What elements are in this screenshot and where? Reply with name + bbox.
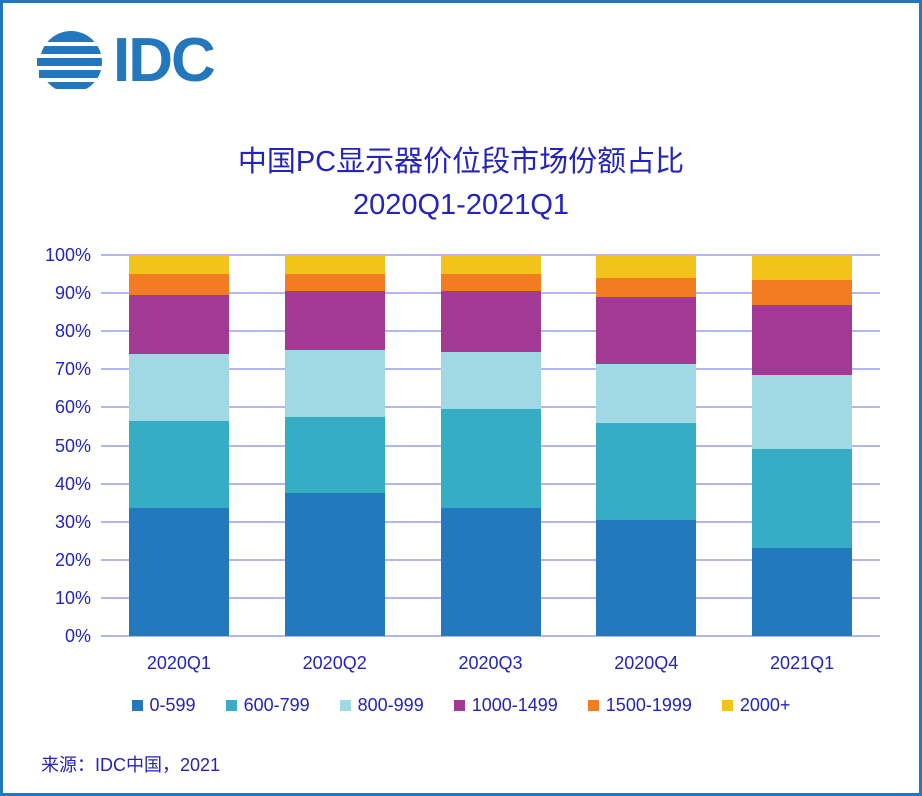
y-axis-label: 0% — [64, 626, 91, 646]
bar-segment-1500-1999 — [752, 279, 853, 305]
bar-segment-2000+ — [596, 255, 697, 278]
chart-title-line1: 中国PC显示器价位段市场份额占比 — [237, 146, 685, 178]
chart-title-line2: 2020Q1-2021Q1 — [352, 189, 570, 221]
bar-2020Q3 — [440, 255, 541, 636]
x-axis-label: 2021Q1 — [770, 653, 835, 673]
legend-swatch — [339, 699, 351, 711]
legend-swatch — [721, 699, 733, 711]
bar-segment-1500-1999 — [128, 274, 229, 296]
bar-segment-1000-1499 — [128, 295, 229, 355]
bar-segment-1000-1499 — [440, 291, 541, 353]
bar-segment-600-799 — [752, 449, 853, 549]
legend-item-1500-1999: 1500-1999 — [587, 695, 692, 715]
bar-segment-1000-1499 — [284, 291, 385, 351]
bar-segment-800-999 — [128, 354, 229, 421]
legend-item-600-799: 600-799 — [225, 695, 310, 715]
plot-area — [101, 254, 880, 637]
bar-segment-0-599 — [284, 493, 385, 636]
y-axis-label: 40% — [54, 473, 91, 494]
x-axis-label: 2020Q1 — [146, 653, 211, 673]
bar-segment-800-999 — [440, 352, 541, 410]
legend-label: 1500-1999 — [605, 695, 692, 715]
legend-label: 2000+ — [739, 695, 791, 715]
legend-item-800-999: 800-999 — [339, 695, 424, 715]
idc-logo-text: IDC — [113, 26, 216, 95]
bar-segment-0-599 — [752, 548, 853, 636]
bar-segment-0-599 — [596, 519, 697, 636]
legend-swatch — [587, 699, 599, 711]
y-axis-label: 60% — [54, 397, 91, 418]
bar-segment-1000-1499 — [752, 304, 853, 376]
gridline — [101, 254, 880, 256]
legend-swatch — [225, 699, 237, 711]
y-axis-label: 80% — [54, 321, 91, 342]
legend-item-1000-1499: 1000-1499 — [453, 695, 558, 715]
bar-segment-600-799 — [440, 409, 541, 509]
y-axis-label: 20% — [54, 549, 91, 570]
x-axis-label: 2020Q4 — [614, 653, 679, 673]
bar-segment-600-799 — [596, 422, 697, 520]
bar-segment-1000-1499 — [596, 296, 697, 364]
bar-segment-800-999 — [752, 375, 853, 450]
bar-segment-800-999 — [596, 363, 697, 423]
source-note: 来源：IDC中国，2021 — [41, 755, 221, 775]
y-axis-label: 100% — [44, 245, 91, 265]
bar-segment-2000+ — [440, 255, 541, 275]
legend-label: 600-799 — [243, 695, 310, 715]
legend-item-0-599: 0-599 — [131, 695, 196, 715]
y-axis-label: 70% — [54, 359, 91, 380]
idc-logo: IDC — [37, 25, 216, 97]
y-axis-label: 50% — [54, 435, 91, 456]
chart-title: 中国PC显示器价位段市场份额占比 2020Q1-2021Q1 — [3, 141, 919, 227]
bar-2020Q2 — [284, 255, 385, 636]
bar-segment-1500-1999 — [440, 274, 541, 292]
legend: 0-599 600-799 800-999 1000-1499 1500-1999 200… — [3, 695, 919, 715]
y-axis-label: 90% — [54, 283, 91, 304]
bar-segment-0-599 — [440, 508, 541, 636]
bar-2021Q1 — [752, 255, 853, 636]
bar-segment-1500-1999 — [596, 277, 697, 297]
bar-segment-0-599 — [128, 508, 229, 636]
idc-globe-icon — [37, 31, 102, 89]
x-axis-label: 2020Q2 — [302, 653, 367, 673]
bar-segment-2000+ — [128, 255, 229, 275]
gridline — [101, 635, 880, 637]
bar-segment-600-799 — [128, 420, 229, 509]
bar-segment-1500-1999 — [284, 274, 385, 292]
bar-segment-600-799 — [284, 416, 385, 494]
x-axis-label: 2020Q3 — [458, 653, 523, 673]
y-axis-label: 30% — [54, 511, 91, 532]
bar-segment-2000+ — [284, 255, 385, 275]
legend-swatch — [131, 699, 143, 711]
legend-label: 800-999 — [357, 695, 424, 715]
bar-2020Q1 — [128, 255, 229, 636]
y-axis: 0% 10% 20% 30% 40% 50% 60% 70% 80% 90% 100% — [21, 245, 91, 646]
legend-item-2000+: 2000+ — [721, 695, 791, 715]
legend-label: 1000-1499 — [471, 695, 558, 715]
y-axis-label: 10% — [54, 587, 91, 608]
bar-2020Q4 — [596, 255, 697, 636]
x-axis: 2020Q1 2020Q2 2020Q3 2020Q4 2021Q1 — [101, 651, 880, 675]
legend-label: 0-599 — [149, 695, 196, 715]
bar-segment-800-999 — [284, 350, 385, 417]
legend-swatch — [453, 699, 465, 711]
bar-segment-2000+ — [752, 255, 853, 280]
